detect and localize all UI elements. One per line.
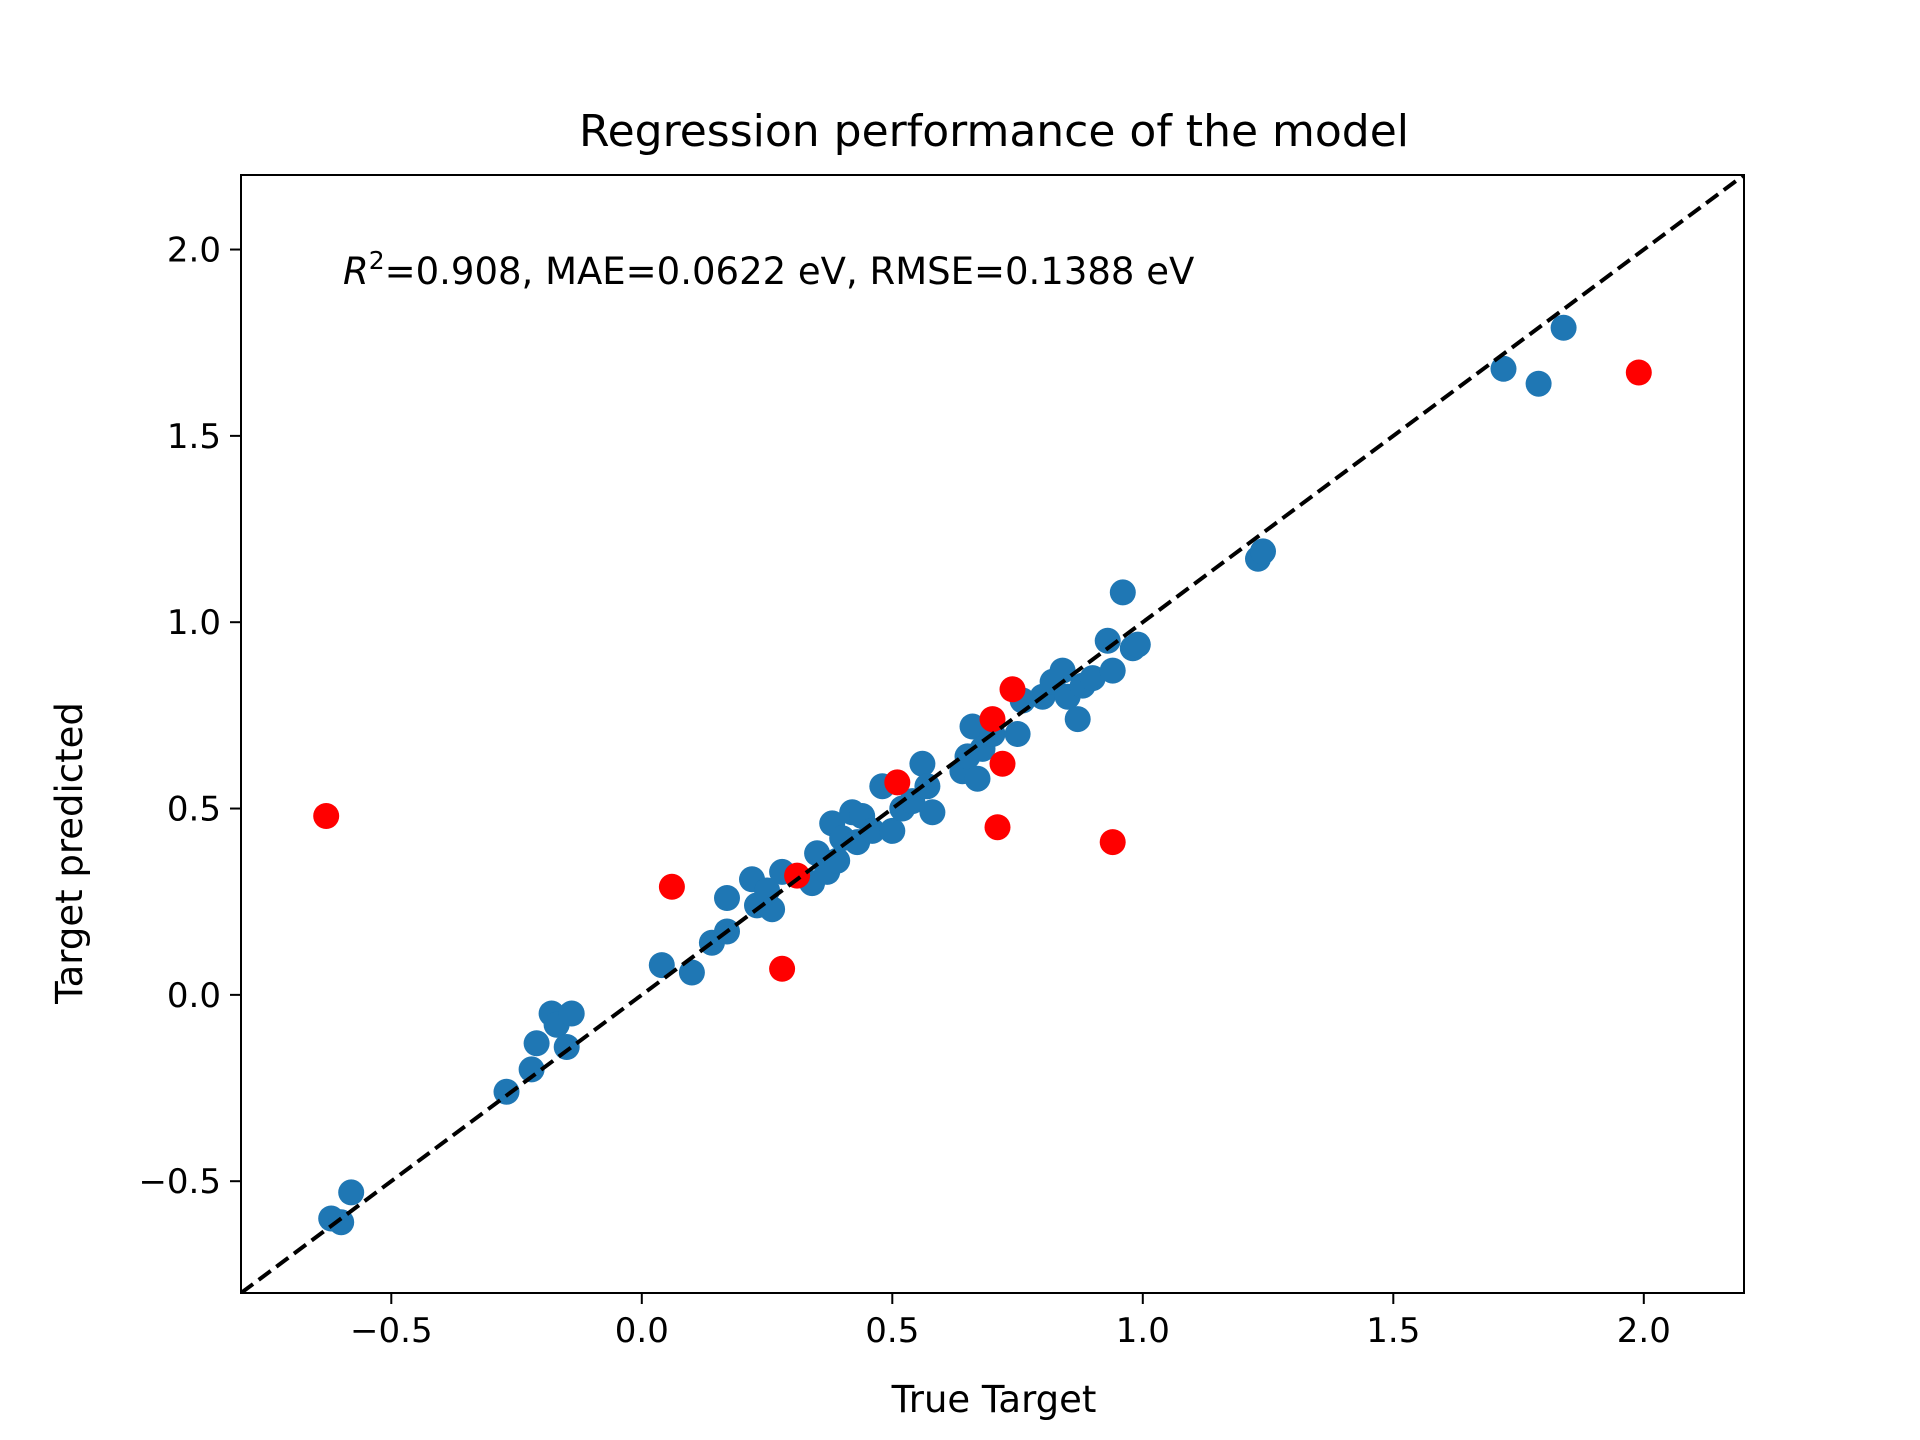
x-tick-label: 0.5 <box>865 1311 919 1351</box>
data-point-blue <box>909 750 936 777</box>
y-tick-label: −0.5 <box>138 1162 221 1202</box>
data-point-blue <box>1109 579 1136 606</box>
x-tick-label: −0.5 <box>350 1311 433 1351</box>
x-tick-label: 0.0 <box>615 1311 669 1351</box>
data-point-blue <box>553 1034 580 1060</box>
y-axis-label: Target predicted <box>48 702 91 1005</box>
x-tick-label: 1.5 <box>1366 1311 1420 1351</box>
data-point-blue <box>558 1000 585 1027</box>
data-point-blue <box>1049 657 1076 684</box>
data-point-blue <box>879 817 906 844</box>
y-tick-label: 0.5 <box>167 790 221 830</box>
r2-symbol: R <box>343 250 369 293</box>
data-layer <box>241 175 1744 1293</box>
data-point-red <box>1099 829 1126 856</box>
data-point-blue <box>1079 665 1106 692</box>
data-point-blue <box>919 799 946 826</box>
data-point-blue <box>959 713 986 740</box>
data-point-blue <box>678 959 705 986</box>
data-point-red <box>984 814 1011 841</box>
data-point-red <box>979 706 1006 733</box>
data-point-blue <box>1099 657 1126 684</box>
axes-frame <box>240 174 1745 1294</box>
x-tick-label: 2.0 <box>1617 1311 1671 1351</box>
metrics-text: =0.908, MAE=0.0622 eV, RMSE=0.1388 eV <box>385 250 1195 293</box>
data-point-blue <box>523 1030 550 1057</box>
data-point-blue <box>759 896 786 923</box>
data-point-blue <box>1004 721 1031 747</box>
data-point-red <box>313 803 340 829</box>
data-point-red <box>769 955 796 982</box>
data-point-blue <box>1490 355 1517 382</box>
data-point-blue <box>1550 314 1577 341</box>
x-tick-label: 1.0 <box>1116 1311 1170 1351</box>
plot-area: −0.5 0.0 0.5 1.0 1.5 2.0 −0.5 0.0 0.5 1.0 1.5 2.0 <box>138 174 1745 1351</box>
y-tick-label: 1.5 <box>167 417 221 457</box>
data-point-blue <box>493 1078 520 1105</box>
data-point-red <box>989 750 1016 777</box>
data-point-blue <box>1525 370 1552 397</box>
identity-reference-line <box>241 175 1744 1293</box>
data-point-blue <box>1094 627 1121 654</box>
data-point-blue <box>338 1179 365 1206</box>
y-tick-label: 1.0 <box>167 603 221 643</box>
data-point-blue <box>859 817 886 844</box>
data-point-blue <box>824 847 851 874</box>
data-point-blue <box>328 1209 355 1236</box>
x-axis-label: True Target <box>891 1378 1097 1421</box>
data-point-red <box>884 769 911 796</box>
data-point-blue <box>1250 538 1276 565</box>
data-point-blue <box>1064 706 1091 733</box>
metrics-annotation: R2=0.908, MAE=0.0622 eV, RMSE=0.1388 eV <box>343 246 1194 293</box>
r2-exponent: 2 <box>369 246 385 275</box>
data-point-blue <box>518 1056 545 1083</box>
y-tick-label: 0.0 <box>167 976 221 1016</box>
data-point-blue <box>964 765 991 792</box>
data-point-red <box>658 873 685 900</box>
data-point-red <box>1625 359 1652 386</box>
data-point-blue <box>648 952 675 979</box>
data-point-blue <box>714 885 740 911</box>
data-point-blue <box>1124 631 1151 658</box>
data-point-red <box>999 676 1026 703</box>
chart-title: Regression performance of the model <box>579 106 1409 157</box>
y-tick-label: 2.0 <box>167 231 221 271</box>
